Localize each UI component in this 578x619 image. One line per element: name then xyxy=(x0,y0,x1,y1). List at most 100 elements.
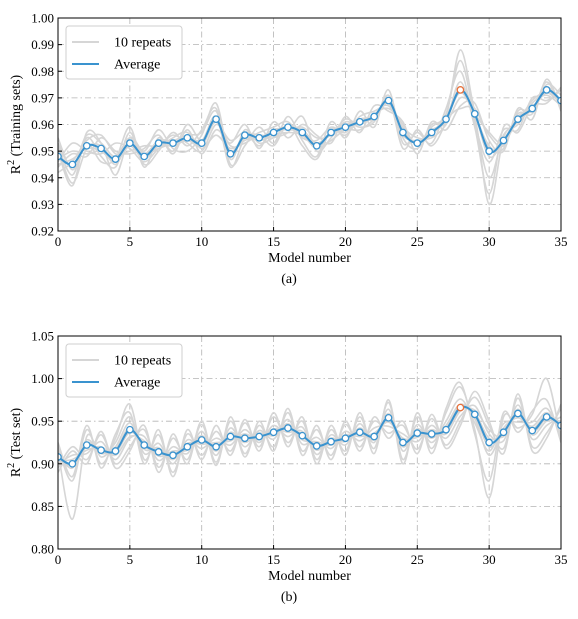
y-tick-label: 0.92 xyxy=(31,224,54,239)
x-tick-label: 30 xyxy=(483,552,496,567)
average-point xyxy=(169,139,177,147)
repeat-line-2 xyxy=(58,78,561,168)
chart-panel-b: 0 5 10 15 20 25 30 35 0.80 0.85 0.90 0.95 1.00 1.05 Mo… xyxy=(0,318,578,618)
panel-caption: (a) xyxy=(281,272,297,287)
average-point xyxy=(355,117,364,126)
average-point xyxy=(58,453,62,461)
legend-box xyxy=(65,343,183,398)
average-point xyxy=(97,144,105,153)
series-group xyxy=(58,377,561,520)
x-tick-label: 35 xyxy=(555,234,568,249)
x-tick-label: 5 xyxy=(127,552,134,567)
y-tick-label: 0.95 xyxy=(31,144,54,159)
y-tick-label: 0.98 xyxy=(31,64,54,79)
repeat-line-1 xyxy=(58,70,561,176)
legend-label-repeats: 10 repeats xyxy=(114,354,171,369)
legend-label-average: Average xyxy=(114,58,160,73)
y-tick-label: 0.80 xyxy=(31,542,54,557)
y-axis-label: R2 (Test set) xyxy=(6,407,24,477)
average-point xyxy=(126,139,134,147)
average-point xyxy=(499,136,508,145)
average-point xyxy=(269,128,278,137)
average-point xyxy=(212,115,220,124)
x-tick-label: 30 xyxy=(483,234,496,249)
repeat-line-7 xyxy=(58,381,561,482)
chart-a-svg: 0 5 10 15 20 25 30 35 0.92 0.93 0.94 0.95 0.96 0.97 0.… xyxy=(6,11,568,288)
x-tick-label: 10 xyxy=(195,552,208,567)
legend-box xyxy=(65,25,183,80)
average-point xyxy=(82,441,91,449)
average-point xyxy=(370,432,379,441)
average-point xyxy=(327,128,335,137)
average-point xyxy=(82,141,91,150)
average-point xyxy=(442,115,450,124)
legend-label-repeats: 10 repeats xyxy=(114,36,171,51)
x-tick-label: 20 xyxy=(339,552,352,567)
average-point-highlight xyxy=(456,403,465,412)
average-point xyxy=(499,428,508,437)
average-point xyxy=(212,442,220,451)
average-point xyxy=(427,128,436,137)
panel-caption: (b) xyxy=(281,590,298,605)
average-point xyxy=(111,155,120,163)
chart-b-svg: 0 5 10 15 20 25 30 35 0.80 0.85 0.90 0.95 1.00 1.05 Mo… xyxy=(6,329,568,606)
average-point xyxy=(226,432,235,441)
x-tick-label: 10 xyxy=(195,234,208,249)
average-point xyxy=(255,432,264,441)
average-point xyxy=(312,442,321,450)
average-point xyxy=(355,428,364,437)
y-axis-label-sup: 2 xyxy=(6,160,17,165)
average-point xyxy=(111,447,120,455)
average-point xyxy=(97,446,105,455)
average-point xyxy=(514,409,522,418)
average-point xyxy=(197,436,206,444)
y-axis-label-rest: (Test set) xyxy=(9,407,24,462)
legend: 10 repeats Average xyxy=(65,343,183,398)
average-point xyxy=(154,139,163,147)
average-point xyxy=(427,430,436,438)
average-point xyxy=(197,139,206,147)
x-tick-label: 25 xyxy=(411,234,424,249)
average-point xyxy=(284,123,292,132)
average-point xyxy=(298,128,307,137)
average-point xyxy=(399,438,407,447)
average-point xyxy=(183,442,192,451)
average-point xyxy=(269,428,278,437)
plot-frame xyxy=(57,335,562,550)
average-point xyxy=(384,96,393,105)
y-tick-label: 1.00 xyxy=(31,371,54,386)
x-tick-label: 20 xyxy=(339,234,352,249)
series-group xyxy=(58,49,561,206)
x-tick-label: 35 xyxy=(555,552,568,567)
average-point xyxy=(298,431,307,440)
x-tick-label: 0 xyxy=(55,552,62,567)
x-tick-label: 15 xyxy=(267,552,280,567)
average-point xyxy=(169,451,177,460)
average-point xyxy=(255,133,264,142)
average-point xyxy=(514,115,522,124)
y-axis-label-main: R xyxy=(9,164,24,174)
y-tick-label: 0.85 xyxy=(31,499,54,514)
y-tick-label: 0.96 xyxy=(31,117,54,132)
average-point xyxy=(470,110,479,118)
average-point xyxy=(68,459,77,468)
average-point xyxy=(470,410,479,419)
legend-label-average: Average xyxy=(114,376,160,391)
x-tick-label: 5 xyxy=(127,234,134,249)
average-point xyxy=(485,147,493,155)
average-point xyxy=(284,424,292,432)
average-point xyxy=(442,425,450,434)
average-point xyxy=(183,133,192,142)
average-point xyxy=(528,426,537,435)
average-point xyxy=(126,425,134,434)
average-point xyxy=(413,429,422,437)
x-tick-label: 0 xyxy=(55,234,62,249)
y-tick-label: 0.97 xyxy=(31,90,54,105)
average-point xyxy=(413,139,422,147)
x-axis-label: Model number xyxy=(268,251,351,266)
average-point xyxy=(341,434,350,443)
average-point xyxy=(327,437,335,446)
y-tick-label: 1.00 xyxy=(31,11,54,26)
y-tick-label: 0.95 xyxy=(31,414,54,429)
y-axis-label-rest: (Training sets) xyxy=(9,74,24,159)
